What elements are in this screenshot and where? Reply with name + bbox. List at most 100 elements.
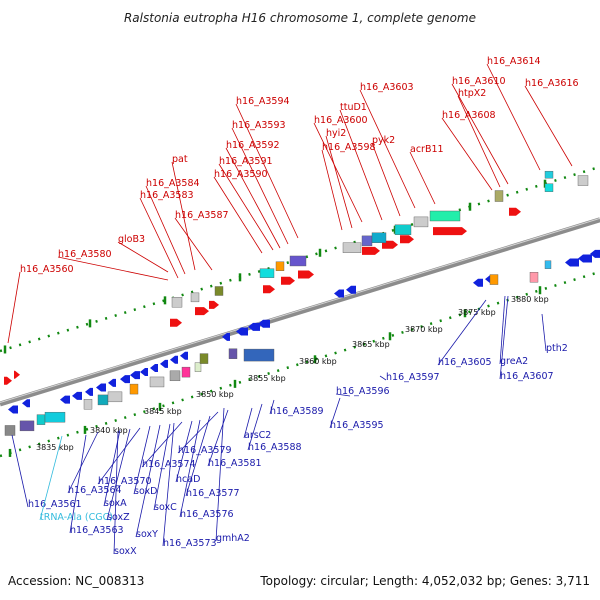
gene-label: h16_A3592 xyxy=(226,140,280,151)
gene-label: ttuD1 xyxy=(340,102,367,113)
reverse-gene-arrow xyxy=(160,359,168,368)
gene-leader-line xyxy=(162,422,175,547)
reverse-gene-arrow xyxy=(346,285,356,294)
reverse-gene-arrow xyxy=(565,258,579,267)
reverse-feature-block xyxy=(4,425,16,436)
reverse-feature-block xyxy=(83,399,93,410)
gene-label: h16_A3570 xyxy=(98,476,152,487)
reverse-gene-arrow xyxy=(222,332,230,341)
gene-leader-line xyxy=(141,421,183,468)
gene-label: h16_A3561 xyxy=(28,499,82,510)
gene-label: h16_A3593 xyxy=(232,120,286,131)
forward-feature-block xyxy=(413,216,429,228)
forward-gene-arrow xyxy=(400,235,414,244)
scale-label-kbp: 3870 kbp xyxy=(405,325,443,334)
reverse-feature-block xyxy=(489,274,499,285)
gene-label: acrB11 xyxy=(410,144,444,155)
gene-label: htpX2 xyxy=(458,88,486,99)
reverse-gene-arrow xyxy=(8,405,18,414)
gene-label: h16_A3594 xyxy=(236,96,290,107)
gene-label: hyi2 xyxy=(326,128,346,139)
gene-leader-line xyxy=(541,313,547,352)
reverse-feature-block xyxy=(44,411,66,423)
gene-label: greA2 xyxy=(500,356,528,367)
gene-label: h16_A3588 xyxy=(248,442,302,453)
scale-label-kbp: 3865 kbp xyxy=(352,340,390,349)
reverse-gene-arrow xyxy=(60,395,70,404)
reverse-gene-arrow xyxy=(85,387,93,396)
gene-label: h16_A3603 xyxy=(360,82,414,93)
gene-leader-line xyxy=(235,103,299,239)
gene-leader-line xyxy=(215,407,225,542)
gene-leader-line xyxy=(437,299,487,366)
forward-gene-arrow xyxy=(209,300,219,309)
gene-leader-line xyxy=(171,161,196,271)
gene-label: soxC xyxy=(154,502,177,513)
scale-label-kbp: 3855 kbp xyxy=(248,374,286,383)
gene-label: h16_A3591 xyxy=(219,156,273,167)
reverse-feature-block xyxy=(19,420,35,432)
reverse-feature-block xyxy=(181,366,191,378)
forward-gene-arrow xyxy=(14,370,20,379)
forward-gene-arrow xyxy=(509,207,521,216)
gene-leader-line xyxy=(451,83,509,185)
gene-label: h16_A3600 xyxy=(314,115,368,126)
gene-label: h16_A3614 xyxy=(487,56,541,67)
reverse-feature-block xyxy=(149,376,165,388)
gene-label: arsC2 xyxy=(244,430,271,441)
gene-leader-line xyxy=(39,435,63,521)
reverse-gene-arrow xyxy=(150,363,158,372)
gene-label: h16_A3573 xyxy=(163,538,217,549)
forward-feature-block xyxy=(544,183,554,192)
forward-gene-arrow xyxy=(362,246,380,255)
gene-label: h16_A3584 xyxy=(146,178,200,189)
forward-feature-block xyxy=(544,170,554,179)
gene-label: h16_A3595 xyxy=(330,420,384,431)
backbone-highlight xyxy=(0,217,600,403)
gene-leader-line xyxy=(11,434,29,508)
gene-leader-line xyxy=(179,419,201,518)
scale-label-kbp: 3850 kbp xyxy=(196,390,234,399)
gene-label: h16_A3563 xyxy=(70,525,124,536)
gene-leader-line xyxy=(313,122,363,223)
gene-leader-line xyxy=(441,117,493,191)
scale-label-kbp: 3860 kbp xyxy=(299,357,337,366)
gene-label: h16_A3583 xyxy=(140,190,194,201)
reverse-gene-arrow xyxy=(22,399,30,408)
scale-label-kbp: 3845 kbp xyxy=(144,407,182,416)
gene-label: pat xyxy=(172,154,188,165)
accession-text: Accession: NC_008313 xyxy=(8,574,145,588)
reverse-gene-arrow xyxy=(248,322,260,331)
backbone-line xyxy=(0,217,600,407)
gene-leader-line xyxy=(106,428,131,521)
forward-feature-block xyxy=(275,261,285,271)
gene-label: h16_A3590 xyxy=(214,169,268,180)
gene-label: h16_A3576 xyxy=(180,509,234,520)
gene-label: gloB3 xyxy=(118,234,145,245)
reverse-gene-arrow xyxy=(108,378,116,387)
gene-leader-line xyxy=(185,415,211,497)
gene-leader-line xyxy=(325,135,353,229)
gene-leader-line xyxy=(329,397,341,429)
reverse-gene-arrow xyxy=(236,327,248,336)
gene-label: h16_A3581 xyxy=(208,458,262,469)
label-layer: h16_A3560gloB3h16_A3580h16_A3583h16_A358… xyxy=(7,56,579,557)
gene-leader-line xyxy=(139,197,179,279)
forward-feature-block xyxy=(577,175,589,186)
gene-label: h16_A3605 xyxy=(438,357,492,368)
forward-gene-arrow xyxy=(263,285,275,294)
gene-label: h16_A3579 xyxy=(178,445,232,456)
gene-label: h16_A3607 xyxy=(500,371,554,382)
gene-leader-line xyxy=(145,185,186,275)
gene-leader-line xyxy=(321,149,343,231)
gene-leader-line xyxy=(133,425,151,495)
gene-label: h16_A3587 xyxy=(175,210,229,221)
forward-feature-block xyxy=(171,296,183,308)
reverse-gene-arrow xyxy=(578,254,592,263)
scale-label-kbp: 3840 kbp xyxy=(90,426,128,435)
gene-leader-line xyxy=(69,434,87,534)
topology-text: Topology: circular; Length: 4,052,032 bp… xyxy=(260,574,590,588)
scale-label-kbp: 3835 kbp xyxy=(36,443,74,452)
forward-gene-arrow xyxy=(195,307,209,316)
gene-label: pth2 xyxy=(546,343,568,354)
